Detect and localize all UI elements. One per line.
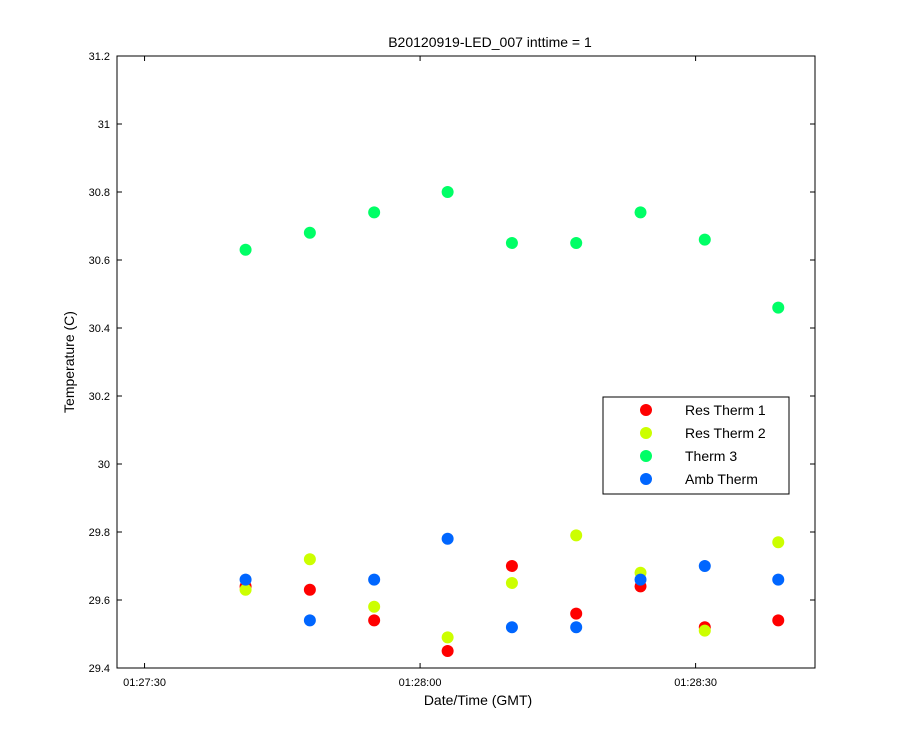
data-point <box>772 614 785 627</box>
data-point <box>303 226 316 239</box>
legend-label: Amb Therm <box>685 471 758 487</box>
x-tick-label: 01:27:30 <box>123 677 166 689</box>
data-point <box>772 536 785 549</box>
series-amb-therm <box>239 532 785 634</box>
y-tick-label: 29.8 <box>89 527 110 539</box>
data-point <box>368 600 381 613</box>
data-point <box>303 614 316 627</box>
legend-marker <box>640 404 652 416</box>
y-tick-label: 30.6 <box>89 255 110 267</box>
data-points <box>239 186 785 657</box>
data-point <box>772 573 785 586</box>
data-point <box>303 553 316 566</box>
chart-title: B20120919-LED_007 inttime = 1 <box>388 34 592 50</box>
data-point <box>698 560 711 572</box>
x-axis-label: Date/Time (GMT) <box>424 692 532 708</box>
y-tick-label: 30 <box>98 459 110 471</box>
data-point <box>505 621 518 634</box>
data-point <box>239 573 252 586</box>
y-tick-label: 29.4 <box>89 663 110 675</box>
y-axis-label: Temperature (C) <box>61 311 77 413</box>
data-point <box>505 237 518 249</box>
data-point <box>772 301 785 314</box>
data-point <box>303 583 316 596</box>
y-tick-label: 31.2 <box>89 51 110 63</box>
data-point <box>570 621 583 634</box>
legend-label: Therm 3 <box>685 448 737 464</box>
y-tick-label: 31 <box>98 119 110 131</box>
plot-area <box>116 55 816 669</box>
data-point <box>441 532 454 545</box>
legend-marker <box>640 473 652 485</box>
x-tick-label: 01:28:00 <box>399 677 442 689</box>
data-point <box>698 624 711 637</box>
legend-label: Res Therm 1 <box>685 402 766 418</box>
data-point <box>368 206 381 219</box>
data-point <box>634 573 647 586</box>
data-point <box>441 186 454 198</box>
data-point <box>441 645 454 657</box>
data-point <box>570 529 583 542</box>
series-therm-3 <box>239 186 785 314</box>
data-point <box>505 560 518 572</box>
legend-label: Res Therm 2 <box>685 425 766 441</box>
y-tick-label: 30.2 <box>89 391 110 403</box>
data-point <box>239 243 252 256</box>
legend: Res Therm 1 Res Therm 2 Therm 3 Amb Therm <box>602 396 790 495</box>
y-tick-label: 30.4 <box>89 323 110 335</box>
data-point <box>570 607 583 620</box>
data-point <box>570 237 583 249</box>
data-point <box>505 577 518 589</box>
y-tick-label: 30.8 <box>89 187 110 199</box>
legend-marker <box>640 427 652 439</box>
x-tick-label: 01:28:30 <box>674 677 717 689</box>
data-point <box>698 233 711 246</box>
axes-ticks: 29.4 29.6 29.8 30 30.2 30.4 30.6 30.8 31 31.2 01:2… <box>89 51 815 689</box>
legend-box <box>602 396 790 495</box>
data-point <box>441 631 454 644</box>
legend-marker <box>640 450 652 462</box>
data-point <box>368 614 381 627</box>
data-point <box>368 573 381 586</box>
data-point <box>239 583 252 596</box>
y-tick-label: 29.6 <box>89 595 110 607</box>
data-point <box>634 206 647 219</box>
